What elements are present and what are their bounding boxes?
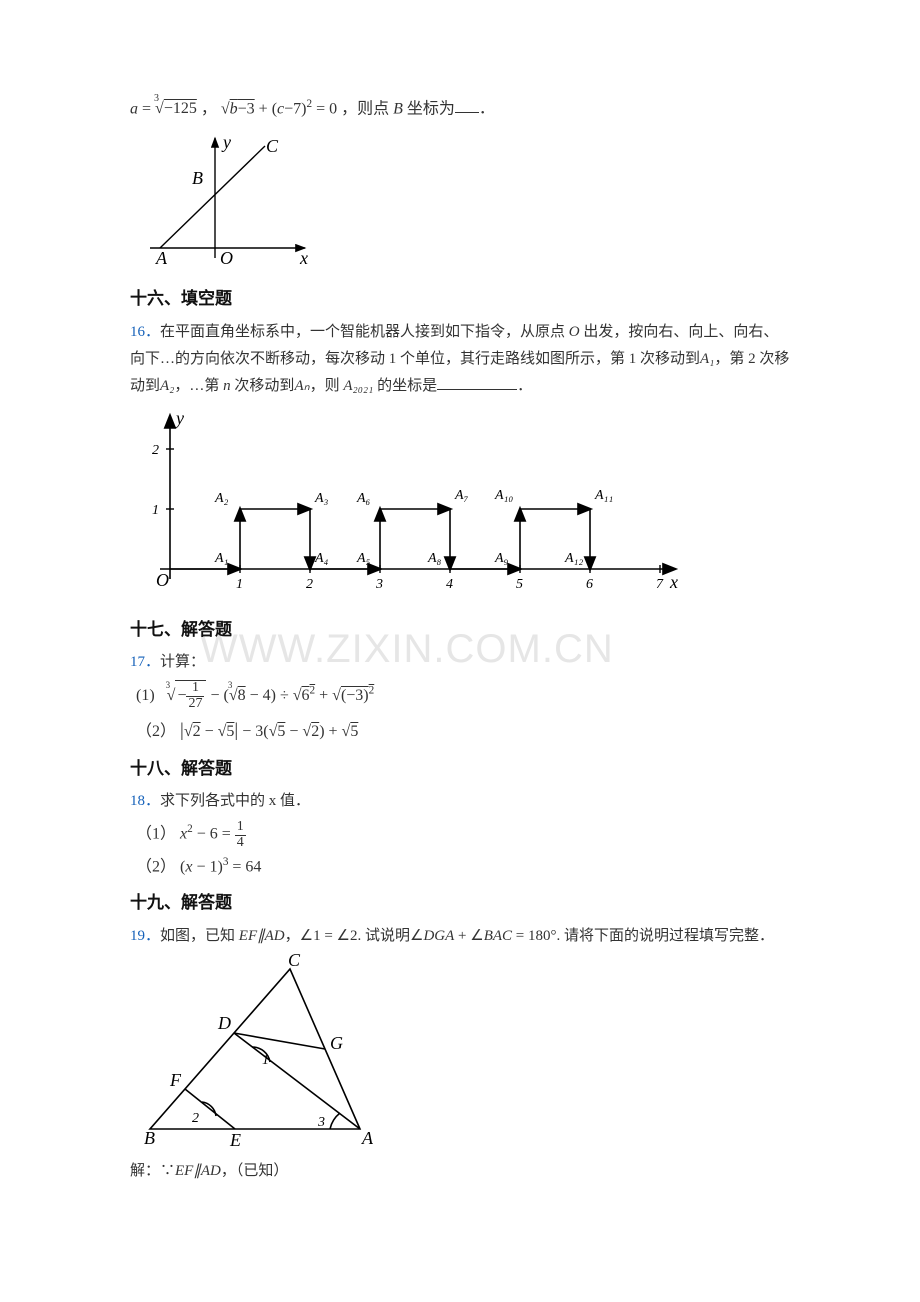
q18-num: 18．	[130, 793, 160, 809]
q19-t1: 如图，已知	[160, 928, 235, 944]
q15-suffix: 坐标为	[407, 100, 455, 117]
q16-t5: 次移动到	[234, 378, 294, 394]
q19-p1a: 解：∵	[130, 1163, 175, 1179]
q18-sub1: （1） x2 − 6 = 14	[136, 819, 790, 850]
svg-text:A₆: A₆	[356, 491, 371, 506]
q15-label-y: y	[221, 132, 231, 152]
q16-yt2: 2	[152, 443, 159, 458]
q18-s1-label: （1）	[136, 826, 176, 843]
svg-text:A₉: A₉	[494, 551, 509, 566]
q15-label-C: C	[266, 136, 279, 156]
q17: 17．计算：	[130, 649, 790, 676]
sec19-heading: 十九、解答题	[130, 888, 790, 919]
q15-blank	[455, 99, 479, 113]
svg-text:A₁₂: A₁₂	[564, 551, 583, 566]
sec17-heading: 十七、解答题	[130, 615, 790, 646]
q16-O-label: O	[156, 570, 169, 590]
q15-label-B: B	[192, 168, 203, 188]
q19-t3: 试说明	[365, 928, 410, 944]
svg-text:F: F	[169, 1070, 182, 1090]
svg-text:A₂: A₂	[214, 491, 229, 506]
svg-text:1: 1	[236, 577, 243, 592]
svg-text:A₃: A₃	[314, 491, 329, 506]
svg-text:A₄: A₄	[314, 551, 329, 566]
q16-n: n	[223, 378, 231, 394]
svg-text:1: 1	[262, 1053, 269, 1068]
q15-formula: a = 3√−125 ， √b−3 + (c−7)2 = 0 ，则点 B 坐标为…	[130, 94, 790, 124]
q16-a2: A₂	[160, 378, 174, 394]
svg-text:A₁₀: A₁₀	[494, 488, 513, 503]
q18-sub2: （2） (x − 1)3 = 64	[136, 852, 790, 882]
q17-num: 17．	[130, 654, 160, 670]
q15-point: B	[393, 100, 403, 117]
q16-O: O	[569, 324, 580, 340]
content: a = 3√−125 ， √b−3 + (c−7)2 = 0 ，则点 B 坐标为…	[130, 94, 790, 1185]
q16-t7: 的坐标是	[377, 378, 437, 394]
q19-proof-l1: 解：∵EF∥AD，（已知）	[130, 1158, 790, 1185]
svg-text:6: 6	[586, 577, 593, 592]
svg-text:2: 2	[192, 1111, 199, 1126]
q17-s2-label: （2）	[136, 723, 176, 740]
q16-graph: 1 2 1 2 3 4 5 6 7	[130, 404, 690, 609]
q19: 19．如图，已知 EF∥AD，∠1 = ∠2. 试说明∠DGA + ∠BAC =…	[130, 923, 790, 950]
svg-text:3: 3	[317, 1115, 325, 1130]
svg-text:A₈: A₈	[427, 551, 442, 566]
svg-text:A₅: A₅	[356, 551, 371, 566]
svg-text:A₁: A₁	[214, 551, 228, 566]
svg-text:A₁₁: A₁₁	[594, 488, 613, 503]
q19-efad: EF∥AD	[239, 928, 285, 944]
svg-text:5: 5	[516, 577, 523, 592]
q16-yt1: 1	[152, 503, 159, 518]
q16-path	[170, 509, 590, 569]
q19-p1b: EF∥AD	[175, 1163, 221, 1179]
q16-t4: ，…第	[174, 378, 219, 394]
svg-text:A₇: A₇	[454, 488, 469, 503]
sec16-heading: 十六、填空题	[130, 284, 790, 315]
svg-text:3: 3	[375, 577, 383, 592]
q17-s1-label: (1)	[136, 687, 155, 704]
q16-xlabel: x	[669, 572, 678, 592]
q16-a2021: A₂₀₂₁	[343, 378, 373, 394]
q19-t4: 请将下面的说明过程填写完整．	[564, 928, 774, 944]
q19-num: 19．	[130, 928, 160, 944]
svg-text:A: A	[361, 1128, 374, 1148]
svg-text:2: 2	[306, 577, 313, 592]
svg-text:4: 4	[446, 577, 453, 592]
q16-t6: ，则	[310, 378, 340, 394]
q18: 18．求下列各式中的 x 值．	[130, 788, 790, 815]
q16-blank	[437, 376, 517, 390]
svg-text:E: E	[229, 1130, 241, 1150]
q15-graph: y x A O B C	[130, 128, 320, 278]
q16-t8: ．	[517, 378, 532, 394]
q19-p1c: ，（已知）	[221, 1163, 289, 1179]
svg-text:D: D	[217, 1013, 231, 1033]
page: WWW.ZIXIN.COM.CN a = 3√−125 ， √b−3 + (c−…	[0, 0, 920, 1249]
svg-text:C: C	[288, 954, 301, 970]
q16-a1: A₁	[700, 351, 714, 367]
svg-text:G: G	[330, 1033, 343, 1053]
q15-label-O: O	[220, 248, 233, 268]
q16-num: 16．	[130, 324, 160, 340]
q15-label-x: x	[299, 248, 308, 268]
q17-sub1: (1) 3√−127 − (3√8 − 4) ÷ √62 + √(−3)2	[136, 680, 790, 711]
svg-text:7: 7	[656, 577, 664, 592]
q15-period: ．	[479, 100, 495, 117]
q19-graph: B A C D G F E 1 2 3	[130, 954, 390, 1154]
q19-t2: ，	[285, 928, 300, 944]
q17-sub2: （2） |√2 − √5| − 3(√5 − √2) + √5	[136, 714, 790, 748]
svg-text:B: B	[144, 1128, 155, 1148]
q18-text: 求下列各式中的 x 值．	[160, 793, 310, 809]
q16-t1: 在平面直角坐标系中，一个智能机器人接到如下指令，从原点	[160, 324, 565, 340]
q16-ylabel: y	[174, 408, 184, 428]
q16-an: Aₙ	[294, 378, 309, 394]
q18-s2-label: （2）	[136, 859, 176, 876]
q17-text: 计算：	[160, 654, 205, 670]
q16: 16．在平面直角坐标系中，一个智能机器人接到如下指令，从原点 O 出发，按向右、…	[130, 319, 790, 400]
sec18-heading: 十八、解答题	[130, 754, 790, 785]
q15-label-A: A	[155, 248, 168, 268]
